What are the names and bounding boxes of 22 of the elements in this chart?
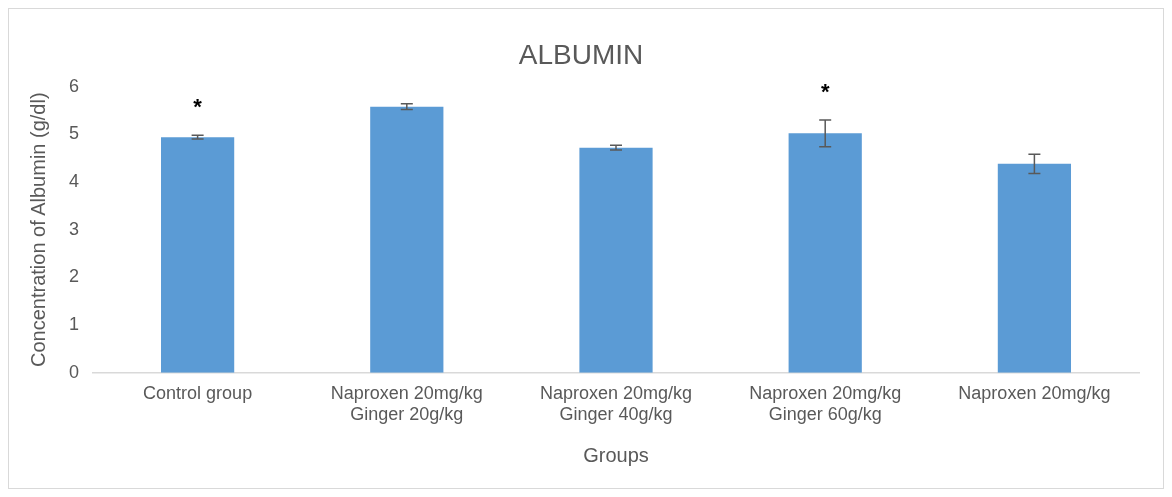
x-axis-title: Groups [583,443,649,466]
bar [997,163,1072,373]
bar [161,137,235,373]
y-tick-label: 0 [69,361,80,382]
bar [579,147,653,373]
x-tick-label: Naproxen 20mg/kg Ginger 40g/kg [539,382,693,425]
y-tick-label: 5 [69,123,80,144]
bar [370,106,444,373]
y-tick-label: 4 [69,170,80,191]
y-axis-title: Concentration of Albumin (g/dl) [26,92,49,367]
y-tick-label: 1 [69,314,80,335]
annotation: * [820,79,830,105]
x-tick-label: Naproxen 20mg/kg Ginger 60g/kg [749,382,902,425]
annotation: * [193,94,203,120]
y-tick-label: 6 [69,75,80,96]
y-tick-label: 2 [69,266,80,287]
x-tick-label: Control group [143,382,253,403]
y-tick-label: 3 [69,218,80,239]
x-tick-label: Naproxen 20mg/kg [958,382,1111,403]
chart-title: ALBUMIN [518,38,644,70]
bar [788,133,862,373]
x-tick-label: Naproxen 20mg/kg Ginger 20g/kg [330,382,483,425]
